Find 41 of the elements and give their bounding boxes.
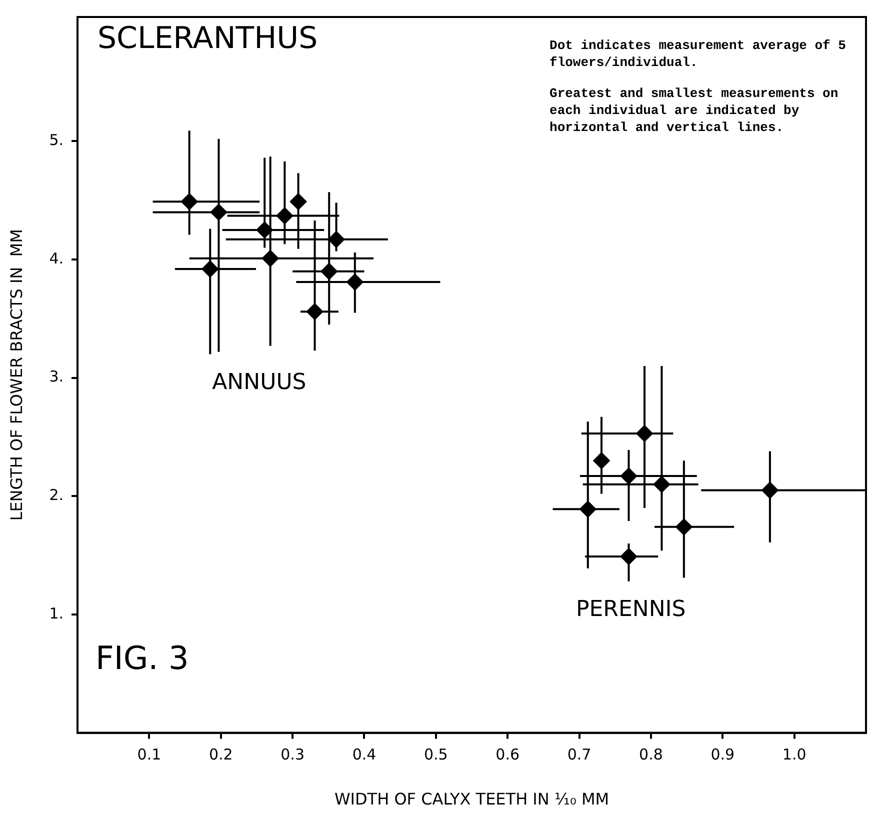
point bbox=[761, 482, 778, 499]
y-tick-label: 1. bbox=[49, 604, 64, 622]
chart-title: SCLERANTHUS bbox=[98, 20, 318, 56]
point bbox=[579, 500, 596, 518]
y-tick-label: 3. bbox=[49, 368, 64, 386]
point bbox=[346, 274, 364, 291]
x-tick-label: 0.4 bbox=[352, 746, 376, 764]
point bbox=[675, 518, 692, 536]
point bbox=[290, 193, 307, 210]
y-tick-label: 5. bbox=[49, 131, 64, 150]
x-tick-label: 0.7 bbox=[567, 746, 592, 764]
annotation: Greatest and smallest measurements on each individual are indicated by horizontal and vertical lines. bbox=[550, 86, 838, 135]
y-tick-label: 2. bbox=[49, 486, 64, 504]
x-tick-label: 0.9 bbox=[710, 746, 735, 764]
y-tick-label: 4. bbox=[49, 249, 64, 268]
x-tick-label: 0.8 bbox=[639, 746, 663, 764]
x-tick-label: 0.3 bbox=[280, 746, 304, 764]
point bbox=[593, 452, 610, 470]
point bbox=[202, 260, 219, 278]
x-tick-label: 1.0 bbox=[782, 746, 806, 764]
x-tick-label: 0.6 bbox=[496, 746, 520, 764]
y-axis-title: LENGTH OF FLOWER BRACTS IN MM bbox=[6, 229, 26, 521]
point bbox=[620, 468, 638, 485]
point bbox=[320, 262, 338, 280]
point bbox=[620, 548, 638, 566]
point bbox=[210, 204, 228, 221]
point bbox=[653, 476, 670, 493]
annotation: FIG. 3 bbox=[96, 639, 189, 678]
point bbox=[256, 221, 274, 238]
point bbox=[306, 303, 324, 320]
text: ANNUUS bbox=[212, 370, 306, 395]
x-axis-title: WIDTH OF CALYX TEETH IN ¹⁄₁₀ MM bbox=[334, 790, 610, 809]
x-tick-label: 0.2 bbox=[208, 746, 233, 764]
point bbox=[262, 250, 279, 267]
x-tick-label: 0.1 bbox=[137, 746, 162, 764]
point bbox=[180, 193, 198, 210]
text: PERENNIS bbox=[576, 597, 686, 622]
point bbox=[276, 207, 294, 224]
annotation: Dot indicates measurement average of 5 flowers/individual. bbox=[550, 38, 846, 70]
x-tick-label: 0.5 bbox=[424, 746, 448, 764]
point bbox=[636, 424, 654, 442]
